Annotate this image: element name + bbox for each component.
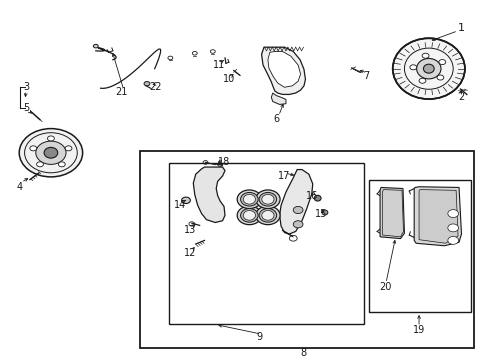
Text: 5: 5 — [23, 103, 29, 113]
Circle shape — [37, 162, 43, 167]
Ellipse shape — [243, 194, 255, 204]
Ellipse shape — [240, 193, 258, 206]
Text: 1: 1 — [457, 23, 464, 32]
Ellipse shape — [322, 210, 327, 215]
Text: 22: 22 — [149, 82, 162, 91]
Text: 21: 21 — [115, 87, 127, 97]
Circle shape — [293, 206, 303, 213]
Polygon shape — [413, 187, 461, 246]
Circle shape — [65, 146, 72, 151]
Circle shape — [438, 59, 445, 64]
Ellipse shape — [44, 147, 58, 158]
Circle shape — [421, 53, 428, 58]
Text: 17: 17 — [278, 171, 290, 181]
Circle shape — [447, 210, 458, 217]
Polygon shape — [261, 47, 305, 94]
Circle shape — [418, 78, 425, 83]
Text: 6: 6 — [273, 114, 279, 124]
Circle shape — [447, 224, 458, 232]
Ellipse shape — [255, 206, 280, 225]
Text: 8: 8 — [299, 348, 305, 358]
Circle shape — [58, 162, 65, 167]
Text: 13: 13 — [183, 225, 196, 235]
Ellipse shape — [423, 64, 433, 73]
Bar — [168, 163, 363, 324]
Ellipse shape — [259, 208, 276, 222]
Ellipse shape — [392, 38, 464, 99]
Circle shape — [47, 136, 54, 141]
Text: 10: 10 — [223, 75, 235, 84]
Text: 16: 16 — [305, 191, 317, 201]
Circle shape — [181, 197, 190, 203]
Text: 11: 11 — [213, 60, 225, 70]
Ellipse shape — [261, 194, 273, 204]
Polygon shape — [379, 188, 404, 239]
Ellipse shape — [237, 206, 261, 225]
Circle shape — [30, 146, 37, 151]
Polygon shape — [267, 51, 300, 87]
Ellipse shape — [261, 211, 273, 220]
Ellipse shape — [416, 58, 440, 79]
Text: 18: 18 — [218, 157, 230, 167]
Text: 3: 3 — [23, 82, 29, 91]
Bar — [140, 151, 473, 348]
Polygon shape — [193, 167, 224, 222]
Text: 15: 15 — [315, 208, 327, 219]
Text: 7: 7 — [363, 71, 369, 81]
Ellipse shape — [19, 129, 82, 177]
Ellipse shape — [240, 208, 258, 222]
Polygon shape — [279, 170, 312, 234]
Text: 9: 9 — [256, 332, 262, 342]
Circle shape — [144, 82, 150, 86]
Text: 4: 4 — [16, 182, 22, 192]
Ellipse shape — [314, 195, 321, 201]
Circle shape — [436, 75, 443, 80]
Ellipse shape — [243, 211, 255, 220]
Circle shape — [93, 44, 98, 48]
Text: 19: 19 — [412, 325, 425, 335]
Text: 20: 20 — [379, 282, 391, 292]
Bar — [368, 180, 470, 312]
Polygon shape — [271, 93, 285, 104]
Ellipse shape — [259, 193, 276, 206]
Circle shape — [293, 221, 303, 228]
Text: 2: 2 — [457, 92, 464, 102]
Text: 14: 14 — [174, 200, 186, 210]
Circle shape — [447, 237, 458, 244]
Ellipse shape — [255, 190, 280, 208]
Ellipse shape — [237, 190, 261, 208]
Circle shape — [409, 65, 416, 70]
Polygon shape — [418, 190, 457, 243]
Text: 12: 12 — [183, 248, 196, 258]
Ellipse shape — [36, 141, 66, 165]
